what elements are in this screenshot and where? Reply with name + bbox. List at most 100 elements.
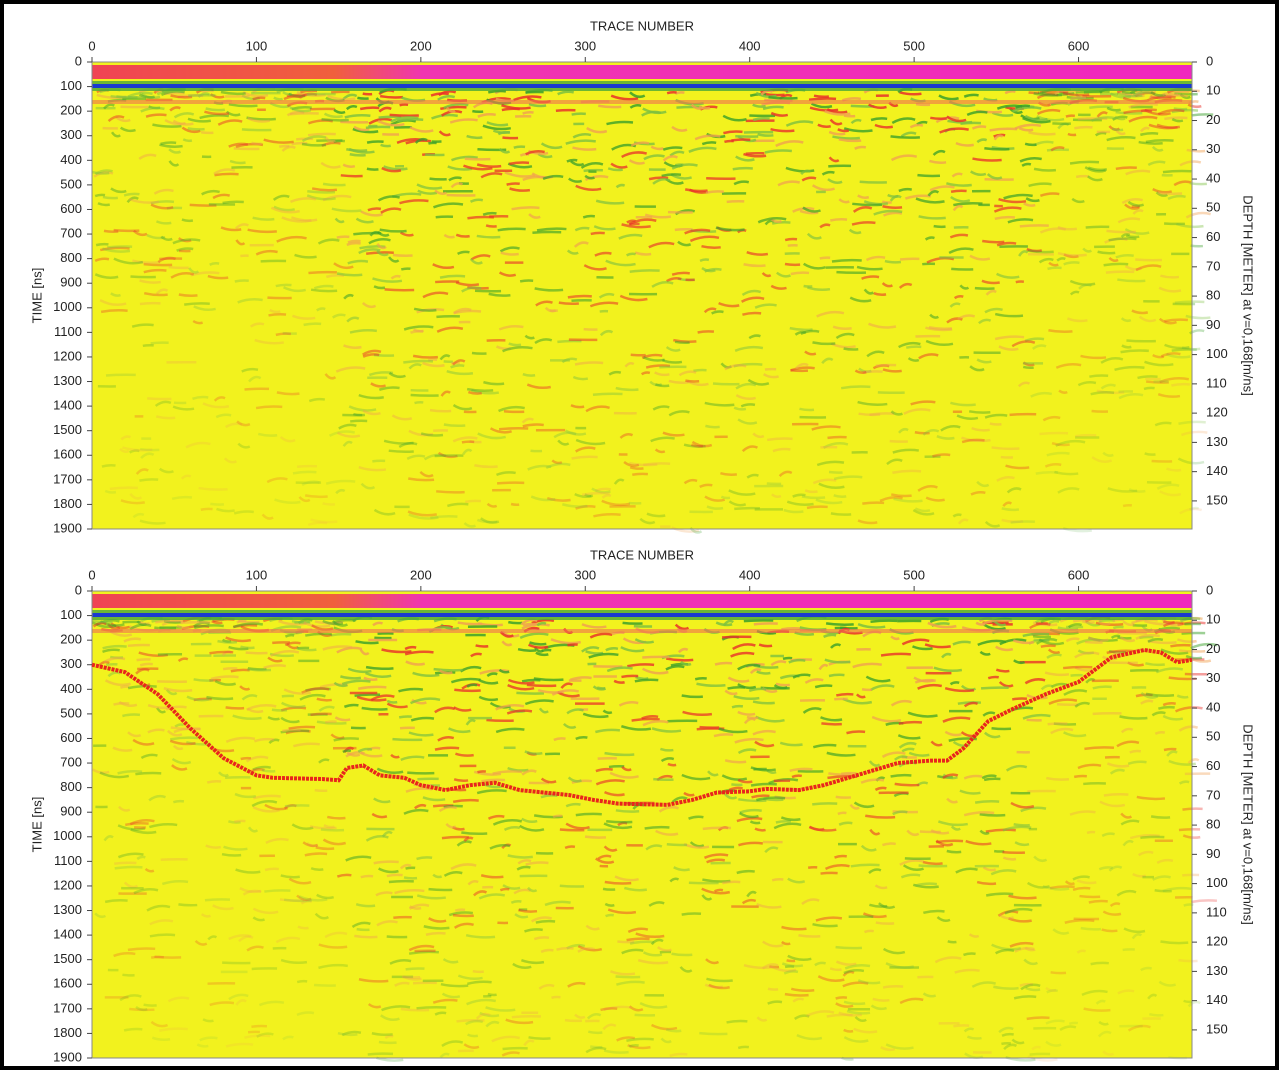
y-tick-label: 400 <box>60 152 82 167</box>
y-tick-label: 300 <box>60 127 82 142</box>
texture-streak <box>820 258 830 259</box>
texture-streak <box>715 890 723 892</box>
texture-streak <box>467 217 493 218</box>
texture-streak <box>346 149 367 150</box>
texture-streak <box>667 92 676 93</box>
texture-streak <box>1151 816 1170 817</box>
texture-streak <box>706 191 724 192</box>
texture-streak <box>675 92 684 93</box>
shallow-band <box>92 100 1192 104</box>
texture-streak <box>836 694 853 695</box>
texture-streak <box>835 856 847 857</box>
texture-streak <box>1102 930 1118 932</box>
texture-streak <box>934 226 946 227</box>
texture-streak <box>572 114 586 115</box>
y-tick-label: 1400 <box>53 398 82 413</box>
texture-streak <box>891 775 912 776</box>
texture-streak <box>605 882 631 884</box>
texture-streak <box>122 715 140 716</box>
texture-streak <box>1069 1023 1078 1024</box>
texture-streak <box>554 738 566 740</box>
texture-streak <box>593 394 623 395</box>
texture-streak <box>341 175 363 176</box>
texture-streak <box>1076 176 1088 177</box>
texture-streak <box>367 141 384 142</box>
texture-streak <box>307 94 336 95</box>
texture-streak <box>1010 414 1037 415</box>
texture-streak <box>809 99 836 100</box>
texture-streak <box>668 764 676 765</box>
texture-streak <box>486 225 497 226</box>
y-tick-label: 1800 <box>53 496 82 511</box>
texture-streak <box>473 971 484 972</box>
texture-streak <box>436 316 459 317</box>
y-tick-label: 1000 <box>53 299 82 314</box>
texture-streak <box>630 467 643 468</box>
texture-streak <box>675 229 693 230</box>
y-tick-label: 700 <box>60 754 82 769</box>
texture-streak <box>1122 92 1135 93</box>
texture-streak <box>876 365 896 366</box>
y2-tick-label: 60 <box>1206 758 1220 773</box>
texture-streak <box>137 659 151 660</box>
texture-streak <box>128 948 155 949</box>
texture-streak <box>267 298 291 299</box>
x-tick-label: 200 <box>410 38 432 53</box>
texture-streak <box>497 483 524 484</box>
texture-streak <box>812 342 835 344</box>
texture-streak <box>832 260 862 261</box>
texture-streak <box>851 865 880 867</box>
texture-streak <box>429 889 453 890</box>
x-axis-title: TRACE NUMBER <box>590 18 694 33</box>
texture-streak <box>693 370 706 371</box>
texture-streak <box>1164 118 1187 119</box>
texture-streak <box>242 129 271 130</box>
texture-streak <box>310 714 331 715</box>
texture-streak <box>1071 97 1086 98</box>
texture-streak <box>1092 411 1108 412</box>
texture-streak <box>1027 1017 1050 1018</box>
texture-streak <box>331 634 351 635</box>
texture-streak <box>1071 675 1083 676</box>
texture-streak <box>951 191 967 192</box>
texture-streak <box>140 664 153 666</box>
texture-streak <box>1074 127 1092 128</box>
texture-streak <box>791 273 809 274</box>
y2-tick-label: 140 <box>1206 463 1228 478</box>
y2-tick-label: 10 <box>1206 83 1220 98</box>
texture-streak <box>1117 280 1145 282</box>
texture-streak <box>601 1008 618 1010</box>
y-tick-label: 800 <box>60 250 82 265</box>
texture-streak <box>514 147 525 148</box>
texture-streak <box>672 954 693 955</box>
texture-streak <box>1011 521 1035 522</box>
texture-streak <box>1040 433 1068 434</box>
y2-tick-label: 30 <box>1206 670 1220 685</box>
texture-streak <box>107 247 132 248</box>
y2-tick-label: 90 <box>1206 846 1220 861</box>
texture-streak <box>314 985 336 986</box>
texture-streak <box>947 851 961 852</box>
texture-streak <box>343 751 351 752</box>
texture-streak <box>754 623 778 624</box>
texture-streak <box>503 1048 528 1049</box>
texture-streak <box>682 913 701 914</box>
texture-streak <box>350 154 366 155</box>
texture-streak <box>465 159 491 160</box>
texture-streak <box>161 143 176 144</box>
texture-streak <box>297 466 317 467</box>
y2-tick-label: 50 <box>1206 729 1220 744</box>
texture-streak <box>252 968 277 969</box>
texture-streak <box>751 784 777 786</box>
texture-streak <box>836 797 851 798</box>
texture-streak <box>1083 783 1106 784</box>
texture-streak <box>308 272 336 273</box>
texture-streak <box>917 175 940 176</box>
texture-streak <box>214 174 238 175</box>
texture-streak <box>951 269 973 270</box>
texture-streak <box>1089 901 1108 902</box>
texture-streak <box>1123 949 1135 950</box>
texture-streak <box>1163 622 1174 623</box>
texture-streak <box>662 174 681 176</box>
texture-streak <box>387 875 403 876</box>
